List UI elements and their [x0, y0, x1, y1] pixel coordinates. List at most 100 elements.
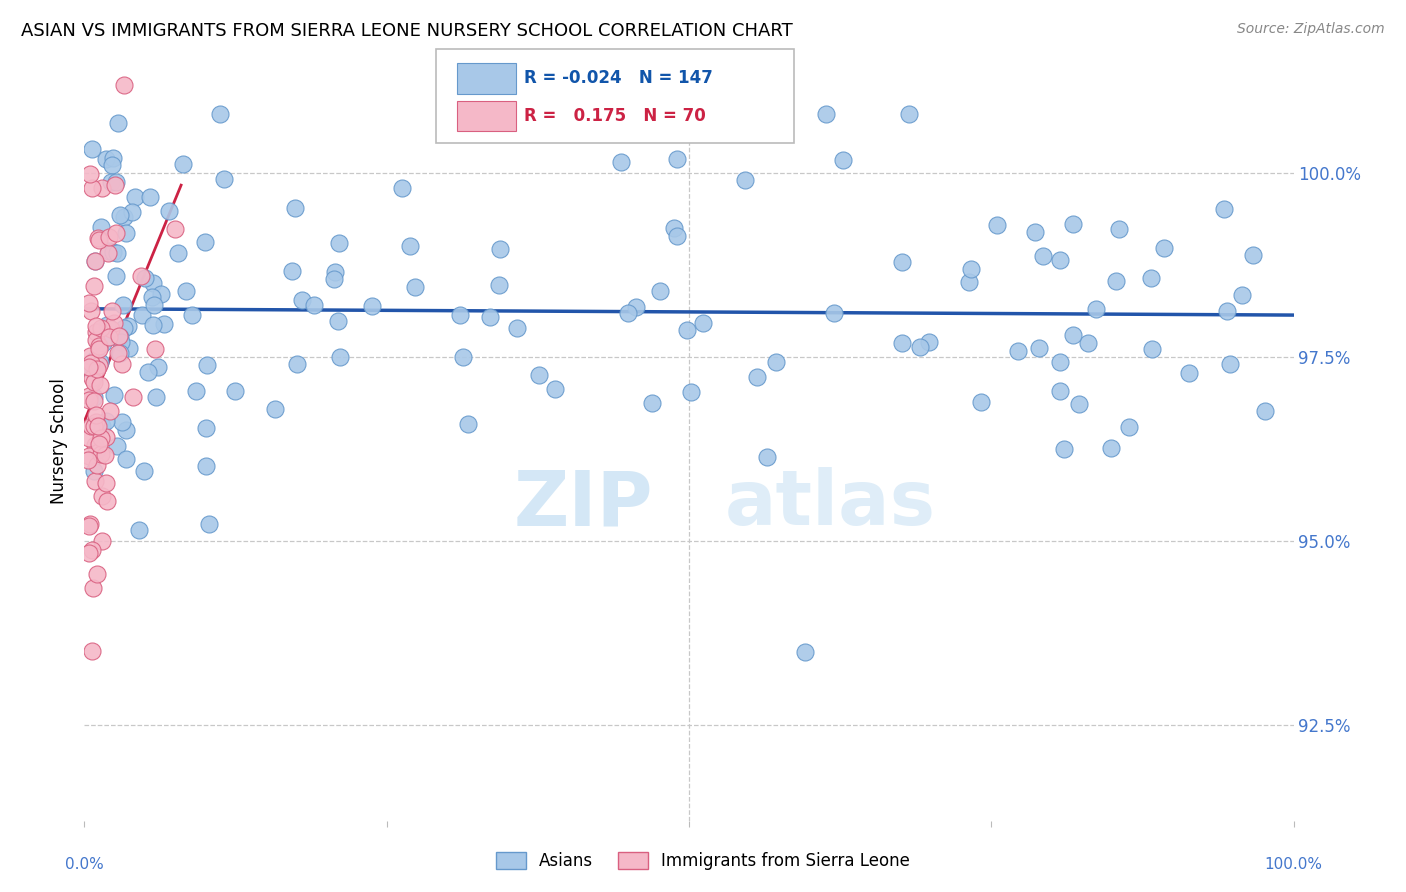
Point [80, 181, 103, 195]
Point [84, 318, 107, 333]
Point [111, 357, 134, 371]
Point [121, 205, 143, 219]
Legend: Asians, Immigrants from Sierra Leone: Asians, Immigrants from Sierra Leone [491, 847, 915, 875]
Point [86, 458, 108, 472]
Point [80, 370, 103, 384]
Point [957, 275, 980, 289]
Point [506, 320, 529, 334]
Point [108, 345, 131, 359]
Point [681, 385, 703, 400]
Point [897, 107, 920, 121]
Point [83, 279, 105, 293]
Point [1232, 288, 1254, 302]
Point [1062, 217, 1084, 231]
Point [1067, 396, 1090, 410]
Point [79, 419, 101, 434]
Point [103, 317, 125, 331]
Point [1254, 404, 1277, 418]
Point [692, 316, 714, 330]
Point [100, 176, 122, 190]
Point [1139, 271, 1161, 285]
Point [134, 270, 156, 285]
Point [105, 227, 128, 241]
Point [986, 219, 1008, 233]
Y-axis label: Nursery School: Nursery School [51, 378, 69, 505]
Text: R =   0.175   N = 70: R = 0.175 N = 70 [524, 107, 706, 125]
Point [662, 221, 685, 235]
Point [832, 153, 855, 168]
Point [96, 494, 118, 508]
Point [86, 566, 108, 581]
Point [83, 464, 105, 478]
Point [745, 369, 768, 384]
Point [79, 362, 101, 376]
Point [107, 116, 129, 130]
Point [451, 351, 474, 365]
Point [112, 78, 135, 92]
Point [87, 233, 110, 247]
Point [84, 254, 107, 268]
Point [755, 450, 778, 464]
Point [624, 300, 647, 314]
Point [90, 534, 112, 549]
Point [77, 389, 100, 403]
Point [110, 334, 132, 349]
Point [105, 245, 128, 260]
Point [404, 279, 426, 293]
Point [112, 211, 135, 225]
Point [84, 253, 107, 268]
Point [86, 408, 108, 422]
Point [1140, 342, 1163, 356]
Point [104, 178, 127, 192]
Text: atlas: atlas [725, 467, 936, 541]
Point [86, 362, 108, 376]
Point [94, 414, 117, 428]
Point [80, 143, 103, 157]
Point [90, 447, 112, 461]
Point [1153, 241, 1175, 255]
Point [80, 356, 103, 370]
Point [167, 246, 190, 260]
Point [103, 388, 125, 402]
Point [83, 390, 105, 404]
Point [97, 244, 120, 258]
Point [112, 298, 135, 312]
Point [224, 384, 246, 398]
Point [128, 523, 150, 537]
Point [142, 318, 165, 332]
Point [82, 644, 104, 658]
Point [281, 263, 304, 277]
Point [141, 290, 163, 304]
Point [94, 152, 117, 166]
Point [194, 235, 217, 250]
Point [79, 516, 101, 531]
Point [97, 330, 120, 344]
Point [194, 459, 217, 474]
Point [665, 228, 688, 243]
Point [96, 318, 118, 332]
Point [83, 394, 105, 409]
Point [157, 204, 180, 219]
Point [97, 230, 120, 244]
Point [97, 246, 120, 260]
Point [136, 365, 159, 379]
Point [91, 418, 114, 433]
Text: Source: ZipAtlas.com: Source: ZipAtlas.com [1237, 22, 1385, 37]
Point [87, 419, 110, 434]
Point [94, 448, 117, 462]
Point [86, 333, 108, 347]
Point [100, 322, 122, 336]
Point [1108, 222, 1130, 236]
Text: ASIAN VS IMMIGRANTS FROM SIERRA LEONE NURSERY SCHOOL CORRELATION CHART: ASIAN VS IMMIGRANTS FROM SIERRA LEONE NU… [21, 22, 793, 40]
Point [143, 342, 166, 356]
Point [83, 375, 105, 389]
Point [105, 268, 128, 283]
Point [87, 231, 110, 245]
Point [1118, 420, 1140, 434]
Point [165, 222, 187, 236]
Point [90, 431, 112, 445]
Point [890, 255, 912, 269]
Point [180, 308, 202, 322]
Point [1053, 442, 1076, 456]
Point [195, 420, 218, 434]
